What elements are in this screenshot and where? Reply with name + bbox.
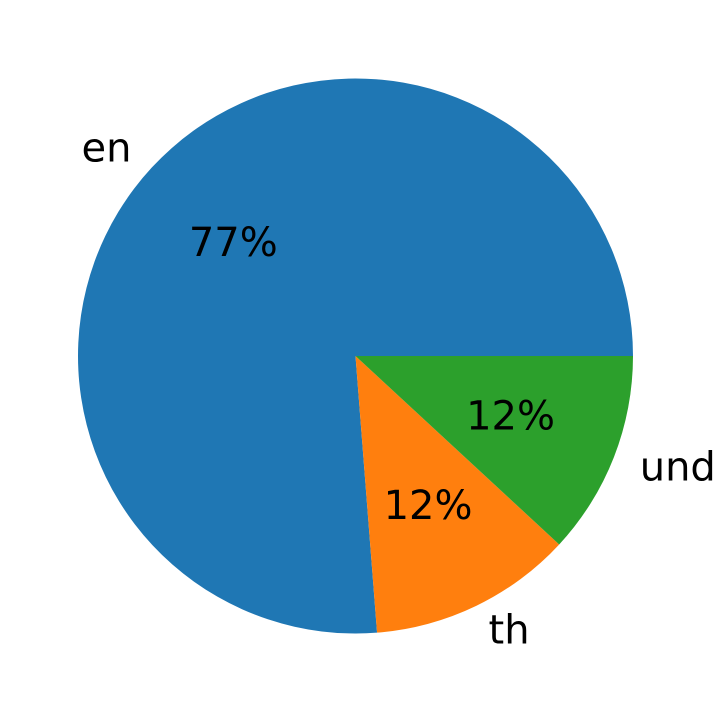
slice-label-und: und — [640, 444, 716, 490]
pie-slice-th — [355, 356, 560, 633]
slice-percent-en: 77% — [189, 220, 278, 266]
slice-percent-und: 12% — [466, 394, 555, 440]
pie-slice-und — [355, 356, 633, 545]
pie-slice-en — [78, 78, 633, 634]
slice-percent-th: 12% — [384, 483, 473, 529]
slice-label-en: en — [81, 126, 131, 172]
slice-label-th: th — [489, 608, 530, 654]
